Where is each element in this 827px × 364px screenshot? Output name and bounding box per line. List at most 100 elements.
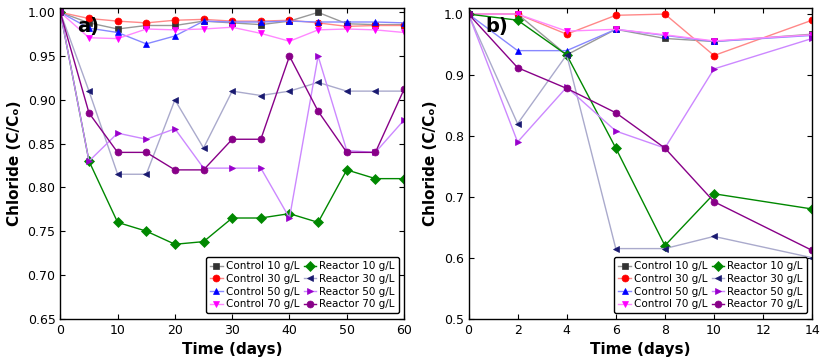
Reactor 10 g/L — [141, 229, 151, 233]
Control 70 g/L — [284, 39, 294, 43]
Reactor 30 g/L — [55, 10, 65, 15]
Line: Control 70 g/L: Control 70 g/L — [465, 11, 815, 44]
Reactor 10 g/L — [256, 216, 265, 220]
Control 70 g/L — [513, 12, 523, 16]
Control 30 g/L — [342, 24, 351, 28]
Reactor 30 g/L — [313, 80, 323, 84]
Reactor 50 g/L — [256, 166, 265, 170]
Control 30 g/L — [399, 23, 409, 28]
Control 70 g/L — [84, 36, 94, 40]
Reactor 50 g/L — [284, 216, 294, 220]
Y-axis label: Chloride (C/Cₒ): Chloride (C/Cₒ) — [7, 100, 22, 226]
Reactor 70 g/L — [464, 12, 474, 16]
Reactor 10 g/L — [227, 216, 237, 220]
Control 70 g/L — [198, 27, 208, 31]
Control 10 g/L — [170, 23, 180, 28]
Control 10 g/L — [141, 23, 151, 28]
Control 10 g/L — [112, 27, 122, 31]
Reactor 10 g/L — [513, 18, 523, 22]
Control 50 g/L — [256, 20, 265, 24]
Reactor 70 g/L — [141, 150, 151, 155]
Y-axis label: Chloride (C/Cₒ): Chloride (C/Cₒ) — [423, 100, 438, 226]
Control 70 g/L — [709, 39, 719, 43]
Reactor 10 g/L — [198, 240, 208, 244]
Reactor 10 g/L — [562, 53, 571, 57]
Control 10 g/L — [227, 21, 237, 25]
Reactor 70 g/L — [84, 111, 94, 115]
Reactor 50 g/L — [84, 159, 94, 163]
Line: Reactor 30 g/L: Reactor 30 g/L — [57, 9, 408, 178]
Control 10 g/L — [611, 27, 621, 32]
Control 10 g/L — [709, 39, 719, 44]
Line: Reactor 30 g/L: Reactor 30 g/L — [465, 11, 815, 261]
Control 50 g/L — [55, 10, 65, 15]
Control 50 g/L — [313, 20, 323, 24]
Line: Control 10 g/L: Control 10 g/L — [57, 9, 408, 32]
X-axis label: Time (days): Time (days) — [182, 342, 283, 357]
Control 30 g/L — [611, 13, 621, 17]
Control 70 g/L — [464, 12, 474, 16]
Control 30 g/L — [284, 18, 294, 23]
Reactor 70 g/L — [227, 137, 237, 142]
Reactor 10 g/L — [709, 191, 719, 196]
Reactor 30 g/L — [256, 93, 265, 98]
Reactor 10 g/L — [464, 12, 474, 16]
Control 50 g/L — [342, 20, 351, 24]
Control 70 g/L — [370, 28, 380, 32]
Reactor 10 g/L — [399, 177, 409, 181]
Control 10 g/L — [198, 19, 208, 23]
Reactor 70 g/L — [709, 199, 719, 204]
Reactor 70 g/L — [170, 168, 180, 172]
Control 10 g/L — [55, 10, 65, 15]
X-axis label: Time (days): Time (days) — [590, 342, 691, 357]
Control 50 g/L — [562, 48, 571, 53]
Reactor 70 g/L — [370, 150, 380, 155]
Reactor 50 g/L — [170, 127, 180, 131]
Reactor 70 g/L — [256, 137, 265, 142]
Reactor 30 g/L — [342, 89, 351, 93]
Reactor 70 g/L — [198, 168, 208, 172]
Control 10 g/L — [464, 12, 474, 16]
Control 10 g/L — [660, 36, 670, 41]
Line: Reactor 50 g/L: Reactor 50 g/L — [57, 9, 408, 221]
Control 10 g/L — [513, 12, 523, 16]
Reactor 50 g/L — [709, 67, 719, 71]
Control 30 g/L — [170, 18, 180, 23]
Reactor 10 g/L — [112, 220, 122, 225]
Reactor 30 g/L — [513, 122, 523, 126]
Control 50 g/L — [399, 21, 409, 25]
Control 50 g/L — [807, 33, 817, 37]
Control 10 g/L — [370, 23, 380, 27]
Line: Reactor 10 g/L: Reactor 10 g/L — [57, 9, 408, 248]
Reactor 30 g/L — [399, 89, 409, 93]
Control 70 g/L — [660, 33, 670, 37]
Reactor 50 g/L — [399, 118, 409, 122]
Line: Control 30 g/L: Control 30 g/L — [465, 11, 815, 59]
Text: a): a) — [78, 17, 99, 36]
Control 70 g/L — [611, 27, 621, 32]
Line: Reactor 70 g/L: Reactor 70 g/L — [57, 9, 408, 173]
Control 10 g/L — [807, 32, 817, 36]
Control 10 g/L — [284, 19, 294, 23]
Control 10 g/L — [84, 21, 94, 25]
Control 30 g/L — [227, 19, 237, 23]
Reactor 30 g/L — [370, 89, 380, 93]
Control 70 g/L — [227, 25, 237, 29]
Reactor 30 g/L — [807, 256, 817, 260]
Control 30 g/L — [464, 12, 474, 16]
Control 10 g/L — [256, 23, 265, 27]
Reactor 50 g/L — [313, 54, 323, 58]
Reactor 10 g/L — [170, 242, 180, 246]
Reactor 70 g/L — [55, 10, 65, 15]
Control 30 g/L — [84, 16, 94, 21]
Reactor 70 g/L — [807, 248, 817, 253]
Reactor 50 g/L — [660, 146, 670, 150]
Reactor 10 g/L — [284, 211, 294, 216]
Reactor 70 g/L — [399, 87, 409, 92]
Control 50 g/L — [513, 48, 523, 53]
Control 70 g/L — [256, 31, 265, 36]
Line: Control 50 g/L: Control 50 g/L — [57, 9, 408, 47]
Legend: Control 10 g/L, Control 30 g/L, Control 50 g/L, Control 70 g/L, Reactor 10 g/L, : Control 10 g/L, Control 30 g/L, Control … — [614, 257, 807, 313]
Control 50 g/L — [370, 20, 380, 24]
Reactor 70 g/L — [284, 54, 294, 58]
